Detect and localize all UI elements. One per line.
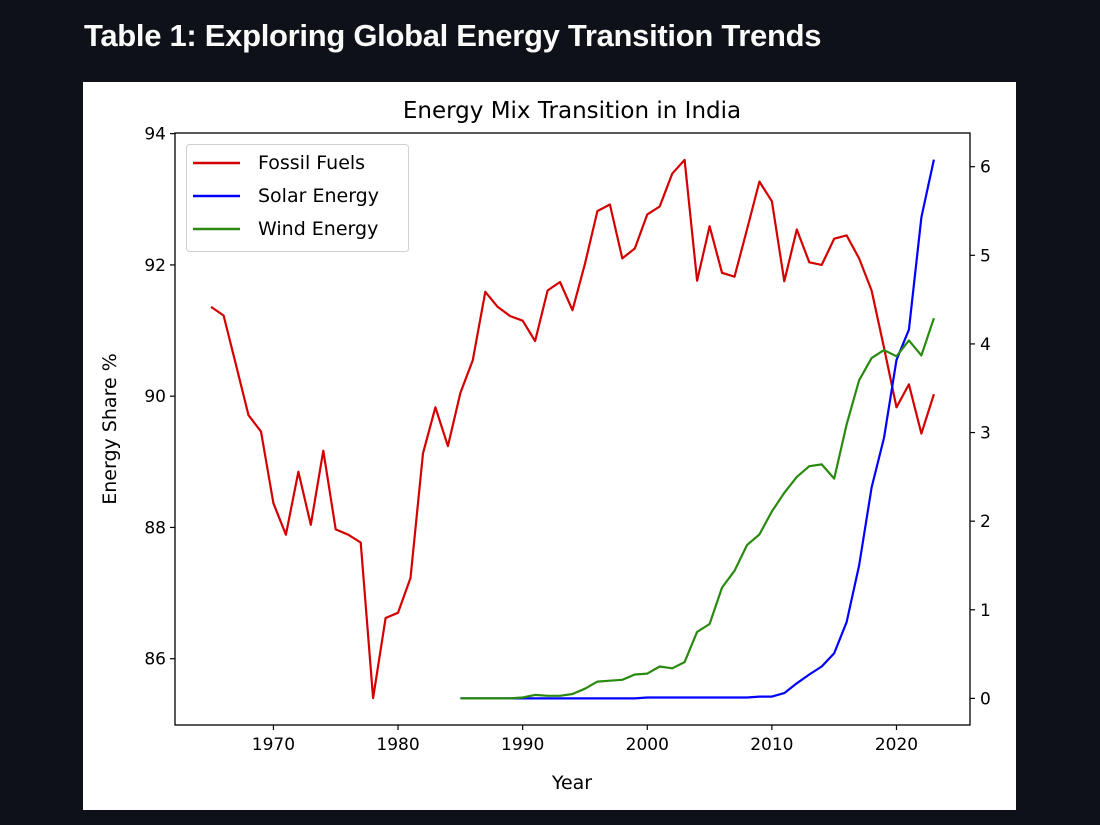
legend-label: Fossil Fuels [258,152,365,174]
ticks: 1970 1980 1990 2000 2010 2020 86 88 90 92 94 0 1 2 3 4 5… [144,125,990,755]
series-line-solar-energy [460,159,935,700]
legend-label: Solar Energy [258,185,379,207]
x-tick-label: 2000 [626,735,669,755]
page-title: Table 1: Exploring Global Energy Transit… [84,18,822,53]
legend: Fossil Fuels Solar Energy Wind Energy [186,144,409,252]
legend-label: Wind Energy [258,218,378,240]
y-tick-label: 90 [144,387,166,407]
y-axis-label: Energy Share % [99,353,121,504]
x-tick-label: 1980 [376,735,419,755]
y-right-tick-label: 1 [980,601,991,621]
x-tick-label: 1970 [252,735,295,755]
y-right-tick-label: 5 [980,246,991,266]
y-tick-label: 86 [144,650,166,670]
x-axis-label: Year [551,772,592,794]
y-right-tick-label: 3 [980,424,991,444]
y-right-tick-label: 4 [980,335,991,355]
y-tick-label: 94 [144,125,166,145]
y-right-tick-label: 2 [980,512,991,532]
series-line-wind-energy [460,317,935,700]
y-tick-label: 92 [144,256,166,276]
chart-title: Energy Mix Transition in India [403,98,741,124]
legend-box [186,144,409,252]
y-right-tick-label: 0 [980,689,991,709]
x-tick-label: 1990 [501,735,544,755]
x-tick-label: 2010 [750,735,793,755]
series-layer [210,158,935,700]
y-right-tick-label: 6 [980,158,991,178]
axes-frame [174,132,971,726]
x-tick-label: 2020 [875,735,918,755]
series-line-fossil-fuels [210,158,935,700]
y-tick-label: 88 [144,518,166,538]
